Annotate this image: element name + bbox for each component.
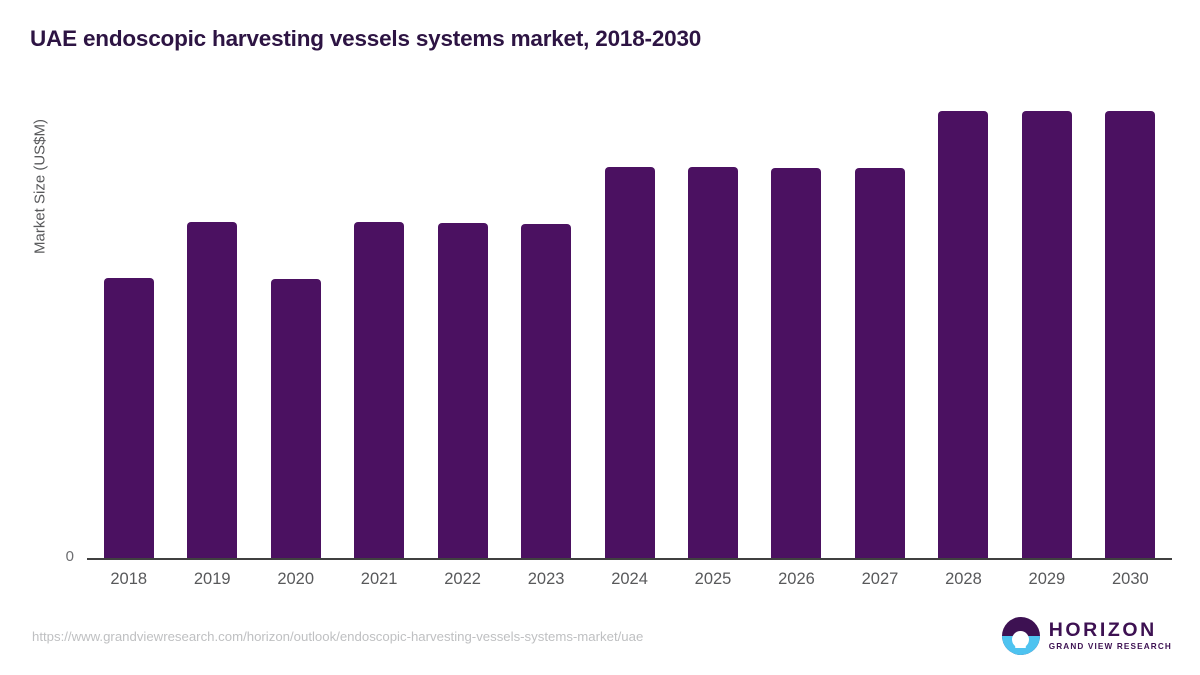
bar-slot — [588, 95, 671, 559]
x-axis-label-2024: 2024 — [611, 570, 648, 588]
bar-2029[interactable] — [1021, 111, 1072, 559]
source-url[interactable]: https://www.grandviewresearch.com/horizo… — [32, 629, 644, 644]
bar-slot — [1005, 95, 1088, 559]
x-axis-label-2020: 2020 — [277, 570, 315, 588]
bar-2025[interactable] — [688, 167, 739, 559]
bar-2023[interactable] — [521, 224, 572, 559]
bar-slot — [254, 95, 337, 559]
bar-slot — [170, 95, 253, 559]
bar-slot — [87, 95, 170, 559]
bar-slot — [504, 95, 587, 559]
logo-wordmark: HORIZON — [1048, 618, 1157, 641]
bar-slot — [838, 95, 921, 559]
bar-slot — [337, 95, 420, 559]
horizon-sunset-icon — [1001, 617, 1040, 655]
x-axis-label-2025: 2025 — [694, 570, 732, 588]
bar-2018[interactable] — [103, 278, 154, 559]
x-axis-line — [87, 558, 1172, 560]
logo-text: HORIZON GRAND VIEW RESEARCH — [1048, 618, 1172, 652]
bar-slot — [1089, 95, 1172, 559]
plot-area — [87, 95, 1172, 559]
bar-2022[interactable] — [437, 223, 488, 559]
bar-2020[interactable] — [270, 279, 321, 559]
horizon-logo[interactable]: HORIZON GRAND VIEW RESEARCH — [1001, 617, 1172, 655]
bar-2021[interactable] — [354, 222, 405, 559]
x-axis-label-2023: 2023 — [527, 570, 565, 588]
logo-tagline: GRAND VIEW RESEARCH — [1048, 642, 1172, 652]
x-axis-label-2026: 2026 — [778, 570, 815, 588]
bar-2024[interactable] — [604, 167, 655, 559]
logo-ray-icon — [1013, 642, 1029, 644]
x-axis-label-2022: 2022 — [444, 570, 481, 588]
x-axis-label-2027: 2027 — [861, 570, 899, 588]
bar-2027[interactable] — [854, 168, 905, 559]
bar-2028[interactable] — [938, 111, 989, 559]
bar-2030[interactable] — [1105, 111, 1156, 559]
bar-slot — [421, 95, 504, 559]
bar-2019[interactable] — [187, 222, 238, 559]
page-title: UAE endoscopic harvesting vessels system… — [30, 26, 702, 51]
x-axis-tick-labels: 2018 2019 2020 2021 2022 2023 2024 2025 2026 2027… — [87, 570, 1172, 589]
x-axis-label-2018: 2018 — [110, 570, 148, 588]
bar-series — [87, 95, 1172, 559]
y-axis-title: Market Size (US$M) — [31, 118, 49, 255]
bar-slot — [922, 95, 1005, 559]
y-axis-tick-0: 0 — [65, 548, 74, 565]
bar-2026[interactable] — [771, 168, 822, 559]
x-axis-label-2030: 2030 — [1112, 570, 1149, 588]
x-axis-label-2029: 2029 — [1028, 570, 1066, 588]
x-axis-label-2028: 2028 — [945, 570, 982, 588]
logo-sun-shape — [1012, 631, 1030, 649]
logo-ray-icon — [1015, 646, 1027, 648]
x-axis-label-2019: 2019 — [193, 570, 231, 588]
bar-slot — [755, 95, 838, 559]
bar-slot — [671, 95, 754, 559]
x-axis-label-2021: 2021 — [360, 570, 398, 588]
